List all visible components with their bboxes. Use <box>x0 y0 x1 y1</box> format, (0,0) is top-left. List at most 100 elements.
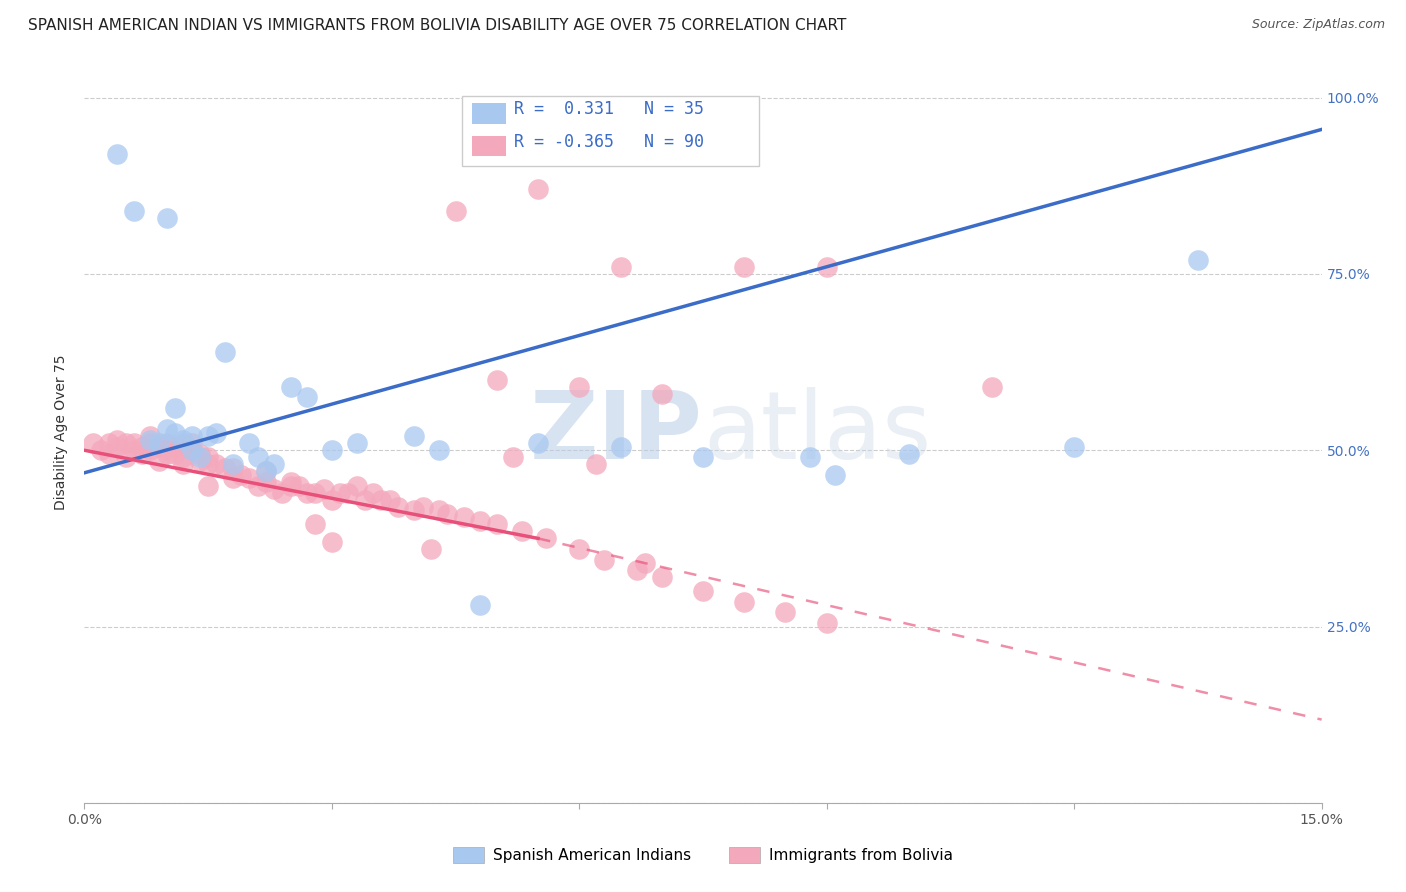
Point <box>568 541 591 556</box>
Point <box>148 454 170 468</box>
Point <box>470 599 492 613</box>
Point <box>197 458 219 472</box>
Point <box>222 471 245 485</box>
Point <box>378 492 401 507</box>
Point <box>139 429 162 443</box>
Point <box>188 450 211 465</box>
Point <box>197 429 219 443</box>
Point <box>692 450 714 465</box>
Point <box>404 429 426 443</box>
Text: R =  0.331   N = 35: R = 0.331 N = 35 <box>513 100 703 118</box>
Point <box>412 500 434 514</box>
Point <box>295 485 318 500</box>
Point <box>188 454 211 468</box>
Point <box>321 492 343 507</box>
Point <box>470 514 492 528</box>
Point <box>122 443 145 458</box>
Point <box>156 443 179 458</box>
Point <box>824 467 846 482</box>
Point <box>148 436 170 450</box>
Point <box>692 584 714 599</box>
Point <box>609 440 631 454</box>
Point <box>427 503 450 517</box>
Point <box>527 436 550 450</box>
Point <box>165 425 187 440</box>
Point <box>568 380 591 394</box>
Point <box>197 478 219 492</box>
Point <box>321 443 343 458</box>
Point <box>139 443 162 458</box>
Point <box>205 458 228 472</box>
Point <box>139 433 162 447</box>
Point <box>280 478 302 492</box>
Point <box>404 503 426 517</box>
Point <box>321 535 343 549</box>
Point <box>898 447 921 461</box>
Point <box>353 492 375 507</box>
Point <box>105 440 128 454</box>
Point <box>280 475 302 489</box>
Point <box>346 478 368 492</box>
Point <box>180 443 202 458</box>
Point <box>733 595 755 609</box>
Point <box>214 344 236 359</box>
Point <box>214 461 236 475</box>
Point <box>263 482 285 496</box>
Point <box>453 510 475 524</box>
Point <box>172 450 194 465</box>
Y-axis label: Disability Age Over 75: Disability Age Over 75 <box>55 355 69 510</box>
Point <box>156 447 179 461</box>
Point <box>246 450 269 465</box>
Point <box>114 450 136 465</box>
Point <box>304 485 326 500</box>
Point <box>172 458 194 472</box>
FancyBboxPatch shape <box>461 95 759 166</box>
Point <box>419 541 441 556</box>
Text: R = -0.365   N = 90: R = -0.365 N = 90 <box>513 133 703 151</box>
Point <box>370 492 392 507</box>
Point <box>131 447 153 461</box>
Point <box>427 443 450 458</box>
Point <box>337 485 360 500</box>
Point <box>280 380 302 394</box>
Point <box>156 422 179 436</box>
Point <box>815 260 838 274</box>
Point <box>122 203 145 218</box>
Point <box>82 436 104 450</box>
Point <box>105 147 128 161</box>
Point <box>585 458 607 472</box>
Point <box>165 401 187 415</box>
Point <box>238 436 260 450</box>
Point <box>609 260 631 274</box>
Point <box>312 482 335 496</box>
Point <box>254 464 277 478</box>
Point <box>815 615 838 630</box>
Text: ZIP: ZIP <box>530 386 703 479</box>
Point <box>222 461 245 475</box>
Point <box>98 447 121 461</box>
Point <box>799 450 821 465</box>
Point <box>651 387 673 401</box>
Point <box>156 436 179 450</box>
Point <box>165 440 187 454</box>
Point <box>98 436 121 450</box>
Point <box>387 500 409 514</box>
Point <box>254 475 277 489</box>
Point <box>172 433 194 447</box>
Point <box>510 524 533 539</box>
Point <box>246 478 269 492</box>
Text: SPANISH AMERICAN INDIAN VS IMMIGRANTS FROM BOLIVIA DISABILITY AGE OVER 75 CORREL: SPANISH AMERICAN INDIAN VS IMMIGRANTS FR… <box>28 18 846 33</box>
Point <box>1063 440 1085 454</box>
Legend: Spanish American Indians, Immigrants from Bolivia: Spanish American Indians, Immigrants fro… <box>447 841 959 869</box>
Point <box>304 517 326 532</box>
Point <box>444 203 467 218</box>
Point <box>180 436 202 450</box>
Point <box>502 450 524 465</box>
Text: atlas: atlas <box>703 386 931 479</box>
FancyBboxPatch shape <box>471 103 506 124</box>
Point <box>527 182 550 196</box>
Point <box>485 373 508 387</box>
Point <box>485 517 508 532</box>
Point <box>172 436 194 450</box>
Point <box>593 552 616 566</box>
